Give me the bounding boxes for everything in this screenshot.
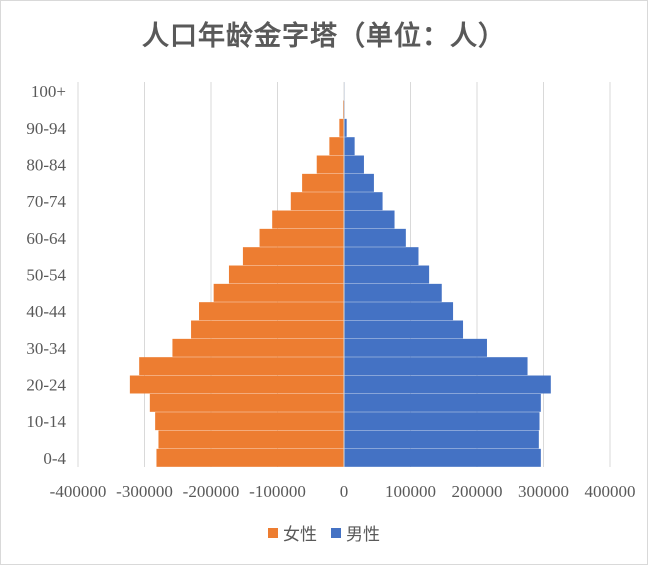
bar-male-0-4 <box>344 448 541 467</box>
bar-male-10-14 <box>344 412 540 431</box>
legend-item-male: 男性 <box>331 520 380 545</box>
bar-male-25-29 <box>344 357 528 376</box>
bar-male-90-94 <box>344 118 347 137</box>
bar-female-50-54 <box>228 265 344 284</box>
bar-female-35-39 <box>191 320 344 339</box>
bar-male-30-34 <box>344 338 487 357</box>
bar-female-20-24 <box>129 375 344 394</box>
bar-male-20-24 <box>344 375 551 394</box>
bar-female-40-44 <box>199 302 344 321</box>
y-tick-label-100+: 100+ <box>31 82 66 101</box>
y-tick-label-50-54: 50-54 <box>26 266 66 285</box>
bar-female-15-19 <box>149 393 344 412</box>
x-tick-label-3: -100000 <box>249 482 306 501</box>
x-tick-label-2: -200000 <box>183 482 240 501</box>
bar-male-65-69 <box>344 210 395 229</box>
y-tick-label-80-84: 80-84 <box>26 156 66 175</box>
bar-male-60-64 <box>344 228 406 247</box>
legend-label-male: 男性 <box>346 525 380 545</box>
bar-female-80-84 <box>316 155 344 174</box>
bar-male-40-44 <box>344 302 454 321</box>
y-tick-label-40-44: 40-44 <box>26 302 66 321</box>
bar-female-65-69 <box>272 210 344 229</box>
legend-item-female: 女性 <box>268 520 317 545</box>
bar-female-90-94 <box>339 118 344 137</box>
y-tick-label-90-94: 90-94 <box>26 119 66 138</box>
bar-male-50-54 <box>344 265 430 284</box>
y-tick-label-70-74: 70-74 <box>26 192 66 211</box>
bar-male-15-19 <box>344 393 541 412</box>
x-tick-label-7: 300000 <box>518 482 569 501</box>
y-tick-label-30-34: 30-34 <box>26 339 66 358</box>
bar-female-60-64 <box>259 228 344 247</box>
bar-female-25-29 <box>139 357 344 376</box>
bar-female-0-4 <box>156 448 344 467</box>
bar-male-5-9 <box>344 430 539 449</box>
bar-male-85-89 <box>344 137 355 156</box>
legend-label-female: 女性 <box>283 525 317 545</box>
legend-swatch-male <box>331 527 341 538</box>
bar-male-80-84 <box>344 155 364 174</box>
bar-female-70-74 <box>290 192 344 211</box>
bar-male-35-39 <box>344 320 464 339</box>
x-tick-label-1: -300000 <box>116 482 173 501</box>
y-tick-label-60-64: 60-64 <box>26 229 66 248</box>
y-tick-label-20-24: 20-24 <box>26 376 66 395</box>
bar-male-75-79 <box>344 173 374 192</box>
bar-male-45-49 <box>344 283 442 302</box>
x-tick-label-8: 400000 <box>585 482 636 501</box>
y-tick-label-10-14: 10-14 <box>26 412 66 431</box>
x-tick-label-4: 0 <box>340 482 349 501</box>
chart-title: 人口年龄金字塔（单位：人） <box>142 21 506 52</box>
bar-female-5-9 <box>158 430 344 449</box>
bar-female-45-49 <box>213 283 344 302</box>
bar-female-55-59 <box>242 247 344 266</box>
x-tick-label-0: -400000 <box>50 482 107 501</box>
bar-female-85-89 <box>329 137 344 156</box>
bar-male-55-59 <box>344 247 419 266</box>
legend-swatch-female <box>268 527 278 538</box>
bar-female-75-79 <box>302 173 344 192</box>
bar-female-10-14 <box>155 412 344 431</box>
bar-female-30-34 <box>172 338 344 357</box>
x-tick-label-6: 200000 <box>452 482 503 501</box>
y-tick-label-0-4: 0-4 <box>43 449 66 468</box>
bar-male-70-74 <box>344 192 383 211</box>
x-tick-label-5: 100000 <box>385 482 436 501</box>
legend: 女性 男性 <box>0 520 648 545</box>
